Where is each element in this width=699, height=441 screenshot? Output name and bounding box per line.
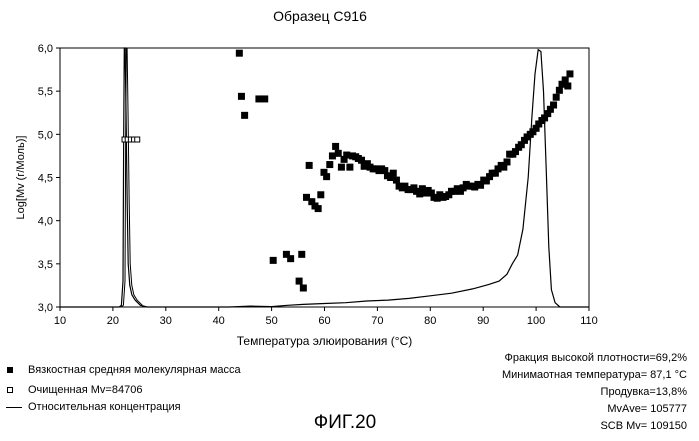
viscosity-point (308, 198, 316, 206)
viscosity-point (517, 141, 525, 149)
viscosity-point (389, 169, 397, 177)
x-tick-label: 60 (318, 315, 330, 327)
viscosity-point (500, 163, 508, 171)
viscosity-point (550, 101, 558, 109)
viscosity-point (237, 92, 245, 100)
viscosity-point (323, 173, 331, 181)
legend-label-viscosity: Вязкостная средняя молекулярная масса (28, 364, 241, 377)
x-tick-label: 110 (580, 315, 598, 327)
viscosity-point (427, 189, 435, 197)
purified-point (134, 136, 141, 143)
x-tick-label: 90 (477, 315, 489, 327)
viscosity-point (299, 284, 307, 292)
x-tick-label: 20 (107, 315, 119, 327)
x-tick-label: 80 (424, 315, 436, 327)
x-tick-label: 100 (527, 315, 545, 327)
viscosity-point (346, 163, 354, 171)
x-tick-label: 50 (265, 315, 277, 327)
viscosity-point (337, 163, 345, 171)
open-square-icon (6, 384, 28, 396)
viscosity-point (387, 174, 395, 181)
viscosity-point (334, 149, 342, 157)
viscosity-point (332, 142, 340, 150)
viscosity-point (343, 151, 351, 159)
viscosity-point (566, 70, 574, 78)
y-tick-label: 3,0 (38, 302, 53, 314)
y-tick-label: 5,5 (38, 86, 53, 98)
chart-title: Образец C916 (273, 8, 367, 24)
viscosity-point (255, 95, 263, 103)
viscosity-point (503, 158, 511, 166)
viscosity-point (287, 255, 295, 263)
viscosity-point (544, 110, 552, 118)
viscosity-point (491, 169, 499, 177)
viscosity-point (340, 155, 348, 163)
y-axis-label: Log[Mv (г/Моль)] (15, 136, 27, 220)
legend-item-purified: Очищенная Mv=84706 (6, 384, 142, 398)
viscosity-point (328, 152, 336, 160)
viscosity-point (320, 168, 328, 176)
y-tick-label: 6,0 (38, 43, 53, 55)
viscosity-point (532, 124, 540, 132)
filled-square-icon (6, 364, 28, 376)
viscosity-point (358, 156, 366, 164)
x-tick-label: 70 (371, 315, 383, 327)
viscosity-point (298, 250, 306, 258)
viscosity-point (482, 177, 490, 185)
x-tick-label: 10 (54, 315, 66, 327)
stat-mv-average: MvAve= 105777 (607, 403, 687, 415)
viscosity-point (552, 93, 560, 101)
legend-item-viscosity: Вязкостная средняя молекулярная масса (6, 364, 241, 378)
y-tick-label: 3,5 (38, 259, 53, 271)
x-tick-label: 40 (213, 315, 225, 327)
y-tick-label: 5,0 (38, 129, 53, 141)
figure-label: ФИГ.20 (313, 412, 377, 433)
viscosity-point (381, 167, 389, 175)
viscosity-point (555, 86, 563, 94)
line-icon (6, 401, 28, 413)
plot-area: 10 20 30 40 50 60 70 80 90 100 110 3,0 3,5 4,0 4,5 5,0 5… (15, 43, 598, 348)
legend-item-concentration: Относительная концентрация (6, 401, 181, 415)
stat-purge: Продувка=13,8% (600, 386, 687, 398)
viscosity-point (558, 80, 566, 88)
viscosity-point (317, 191, 325, 199)
viscosity-point (416, 190, 424, 198)
concentration-line-peak-edge (120, 47, 143, 308)
stat-minimum-temperature: Минимаотная температура= 87,1 °C (501, 369, 687, 381)
viscosity-point (261, 95, 269, 103)
viscosity-point (477, 181, 485, 189)
viscosity-point (511, 148, 519, 156)
stat-high-density-fraction: Фракция высокой плотности=69,2% (504, 352, 687, 364)
viscosity-point (541, 114, 549, 122)
y-tick-label: 4,5 (38, 173, 53, 185)
viscosity-point (546, 105, 554, 113)
x-tick-label: 30 (160, 315, 172, 327)
viscosity-point (241, 111, 249, 119)
chart-svg: 10 20 30 40 50 60 70 80 90 100 110 3,0 3,5 4,0 4,5 5,0 5… (15, 43, 598, 348)
viscosity-point (282, 250, 290, 258)
viscosity-point (392, 176, 400, 184)
viscosity-point (418, 185, 426, 193)
viscosity-point (295, 277, 303, 285)
viscosity-point (269, 256, 277, 264)
viscosity-point (326, 161, 334, 169)
viscosity-point (561, 76, 569, 84)
concentration-line (60, 47, 589, 308)
viscosity-point (564, 82, 572, 90)
viscosity-point (314, 205, 322, 213)
viscosity-point (235, 49, 243, 57)
viscosity-point (303, 193, 311, 201)
legend-label-concentration: Относительная концентрация (28, 401, 181, 414)
stat-scb-mv: SCB Mv= 109150 (600, 420, 687, 432)
viscosity-point (305, 161, 313, 169)
y-tick-label: 4,0 (38, 216, 53, 228)
x-axis-label: Температура элюирования (°C) (237, 334, 412, 348)
legend-label-purified: Очищенная Mv=84706 (28, 384, 143, 397)
